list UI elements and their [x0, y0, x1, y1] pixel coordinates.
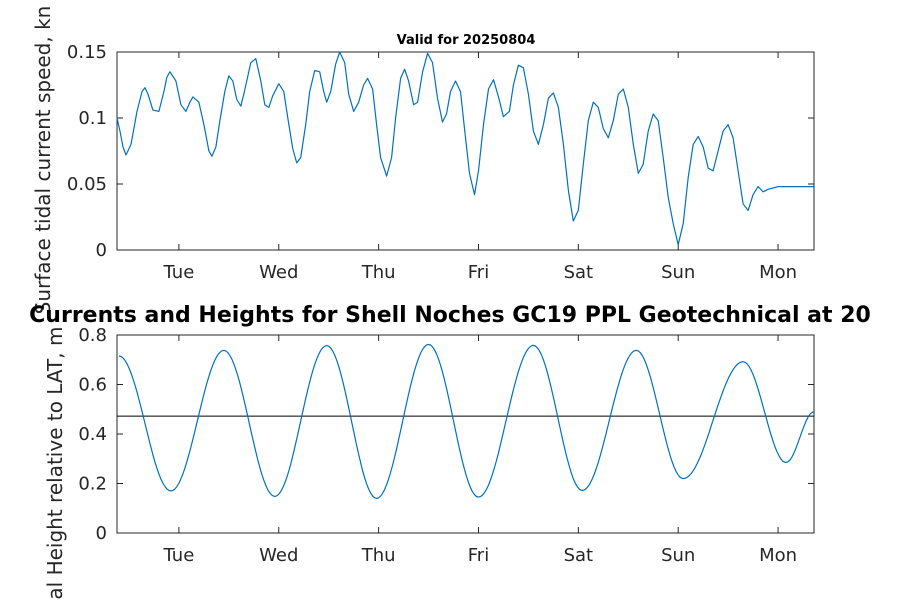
current-speed-xtick-label: Tue	[163, 262, 195, 283]
current-speed-xtick-label: Sat	[564, 262, 594, 283]
current-speed-xtick-label: Wed	[259, 262, 298, 283]
tidal-height-plot: Currents and Heights for Shell Noches GC…	[29, 303, 871, 600]
tidal-height-ytick-label: 0.4	[78, 424, 107, 445]
tidal-height-ytick-label: 0.8	[78, 325, 107, 346]
tidal-height-ytick-label: 0.6	[78, 375, 107, 396]
current-speed-series-line	[116, 51, 814, 246]
tidal-height-series-line	[118, 343, 815, 499]
tidal-height-xtick-label: Sun	[661, 545, 695, 566]
current-speed-ytick-label: 0.1	[78, 108, 107, 129]
tidal-height-xtick-label: Thu	[361, 545, 396, 566]
current-speed-xtick-label: Mon	[759, 262, 797, 283]
tidal-height-axes-frame	[116, 334, 815, 534]
tidal-height-ylabel: Tidal Height relative to LAT, m	[43, 327, 67, 600]
current-speed-plot: Valid for 20250804 Surface tidal current…	[31, 6, 815, 315]
tidal-height-xtick-label: Wed	[259, 545, 298, 566]
tidal-height-title: Currents and Heights for Shell Noches GC…	[29, 303, 871, 328]
tidal-height-xtick-label: Mon	[759, 545, 797, 566]
current-speed-ylabel: Surface tidal current speed, kn	[31, 6, 55, 315]
tidal-height-xtick-label: Tue	[163, 545, 195, 566]
tidal-height-xtick-label: Fri	[468, 545, 489, 566]
current-speed-ytick-label: 0.05	[67, 174, 107, 195]
tidal-height-ytick-label: 0.2	[78, 474, 107, 495]
current-speed-xtick-label: Sun	[661, 262, 695, 283]
tidal-height-xtick-label: Sat	[564, 545, 594, 566]
tidal-height-ytick-label: 0	[96, 523, 107, 544]
current-speed-axes-frame	[116, 51, 815, 251]
current-speed-ytick-label: 0.15	[67, 42, 107, 63]
current-speed-title: Valid for 20250804	[397, 33, 536, 48]
current-speed-xtick-label: Thu	[361, 262, 396, 283]
current-speed-ytick-label: 0	[96, 240, 107, 261]
current-speed-xtick-label: Fri	[468, 262, 489, 283]
